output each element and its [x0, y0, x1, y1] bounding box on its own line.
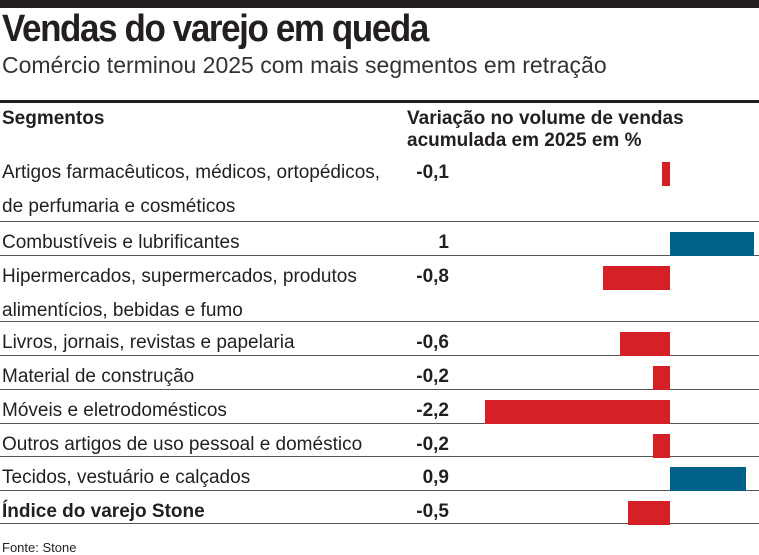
segment-label: Móveis e eletrodomésticos: [2, 400, 227, 421]
table-row: Material de construção -0,2: [0, 356, 759, 390]
header-rule: [0, 100, 759, 103]
table-row: Hipermercados, supermercados, produtos a…: [0, 256, 759, 322]
value-label: 0,9: [422, 467, 449, 488]
header-segments: Segmentos: [2, 108, 105, 129]
table-row: Artigos farmacêuticos, médicos, ortopédi…: [0, 152, 759, 222]
bar-negative: [661, 162, 670, 186]
segment-label: Material de construção: [2, 366, 195, 387]
value-label: -0,5: [416, 501, 449, 522]
value-label: -0,8: [416, 266, 449, 287]
chart-subtitle: Comércio terminou 2025 com mais segmento…: [2, 52, 607, 78]
value-label: -0,2: [416, 366, 449, 387]
bar-positive: [670, 232, 754, 256]
value-label: -0,6: [416, 332, 449, 353]
segment-label: Índice do varejo Stone: [2, 501, 205, 522]
value-label: -0,2: [416, 434, 449, 455]
bar-negative: [653, 366, 670, 390]
bar-negative: [628, 501, 670, 525]
value-label: -2,2: [416, 400, 449, 421]
segment-label: Livros, jornais, revistas e papelaria: [2, 332, 295, 353]
bar-positive: [670, 467, 746, 491]
segment-label: Hipermercados, supermercados, produtos a…: [2, 266, 357, 321]
chart-title: Vendas do varejo em queda: [2, 8, 429, 50]
value-label: 1: [438, 232, 449, 253]
source-note: Fonte: Stone: [2, 540, 77, 555]
segment-label: Tecidos, vestuário e calçados: [2, 467, 251, 488]
segment-label: Combustíveis e lubrificantes: [2, 232, 240, 253]
top-rule: [0, 0, 759, 8]
table-row: Móveis e eletrodomésticos -2,2: [0, 390, 759, 424]
header-variation: Variação no volume de vendas acumulada e…: [407, 108, 684, 151]
table-row: Combustíveis e lubrificantes 1: [0, 222, 759, 256]
table-row: Livros, jornais, revistas e papelaria -0,…: [0, 322, 759, 356]
bar-negative: [485, 400, 670, 424]
bar-negative: [619, 332, 670, 356]
bar-negative: [602, 266, 670, 290]
value-label: -0,1: [416, 162, 449, 183]
segment-label: Outros artigos de uso pessoal e doméstic…: [2, 434, 363, 455]
table-row: Outros artigos de uso pessoal e doméstic…: [0, 424, 759, 458]
table-row: Tecidos, vestuário e calçados 0,9: [0, 457, 759, 491]
bar-negative: [653, 434, 670, 458]
segment-label: Artigos farmacêuticos, médicos, ortopédi…: [2, 162, 381, 217]
table-row: Índice do varejo Stone -0,5: [0, 491, 759, 525]
